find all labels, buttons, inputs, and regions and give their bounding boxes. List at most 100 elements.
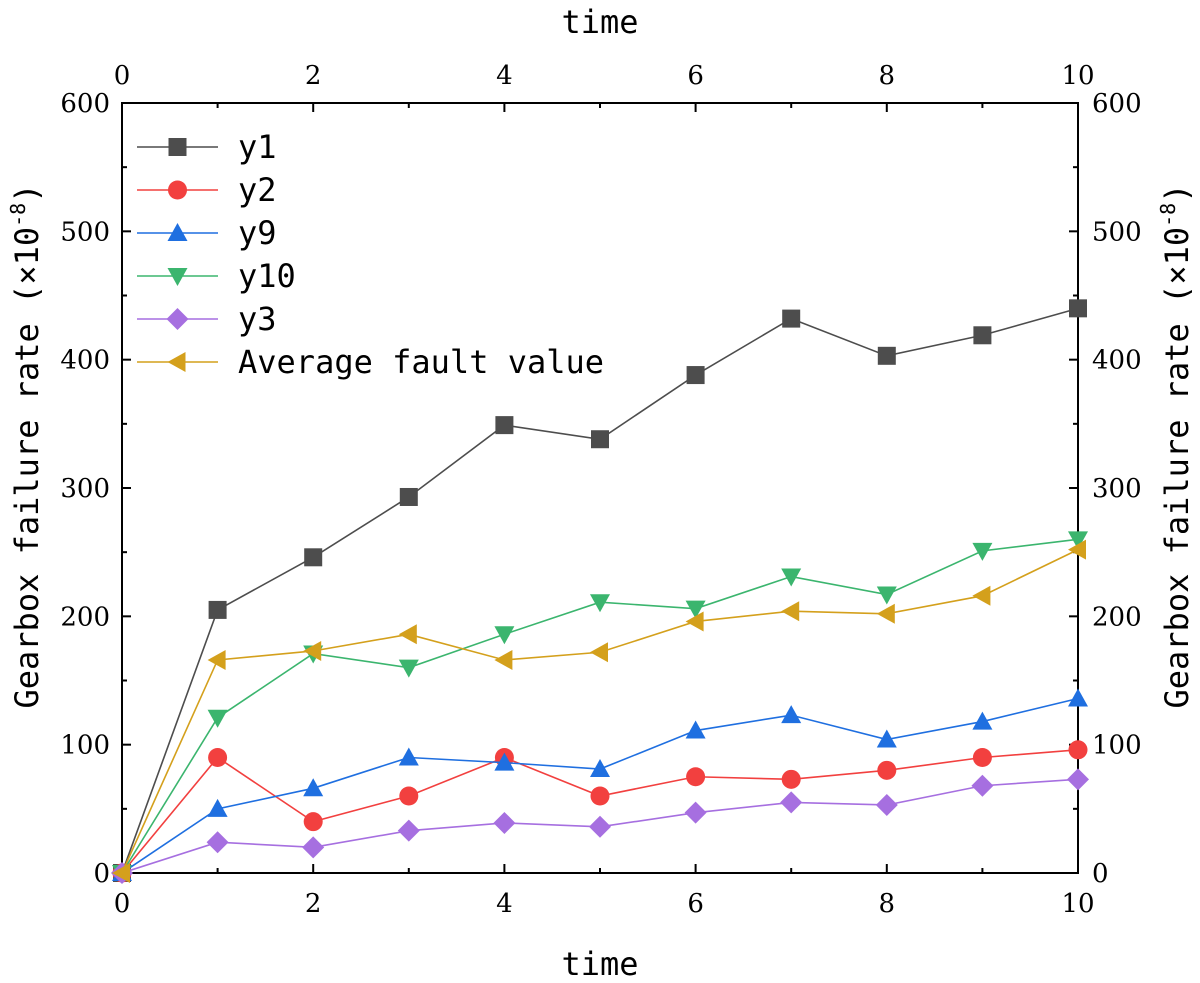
data-point: [685, 720, 706, 739]
data-point: [303, 640, 322, 661]
x-tick-label-bottom: 2: [305, 889, 322, 919]
data-point: [207, 798, 228, 817]
data-point: [685, 611, 704, 632]
data-point: [304, 548, 323, 567]
data-point: [1068, 740, 1088, 760]
data-point: [206, 831, 229, 854]
x-tick-label-bottom: 6: [687, 889, 704, 919]
data-point: [208, 600, 227, 619]
series-4: [111, 768, 1089, 884]
data-point: [876, 729, 897, 748]
data-point: [398, 659, 419, 678]
legend-label: Average fault value: [238, 343, 604, 381]
x-tick-label-top: 10: [1061, 61, 1094, 91]
data-point: [590, 594, 610, 613]
legend-item: y10: [137, 257, 296, 295]
x-tick-label-bottom: 4: [496, 889, 513, 919]
data-point: [686, 767, 706, 787]
y-tick-label-left: 200: [60, 602, 110, 632]
data-point: [972, 711, 993, 730]
x-tick-label-top: 8: [879, 61, 896, 91]
y-tick-label-left: 300: [60, 474, 110, 504]
data-point: [493, 811, 516, 834]
y-axis-title-right: Gearbox failure rate (×10-8): [1156, 184, 1196, 709]
data-point: [303, 812, 323, 832]
y-tick-label-left: 600: [60, 89, 110, 119]
data-point: [207, 709, 228, 728]
y-tick-label-right: 500: [1092, 217, 1142, 247]
series-0: [113, 299, 1087, 882]
data-point: [591, 430, 609, 449]
data-point: [685, 600, 706, 619]
data-point: [397, 819, 420, 842]
data-point: [876, 603, 895, 624]
legend-item: Average fault value: [137, 343, 604, 381]
data-point: [302, 836, 325, 859]
data-point: [1067, 768, 1089, 791]
data-point: [781, 769, 801, 789]
data-point: [303, 778, 324, 797]
data-point: [494, 752, 515, 771]
legend-label: y3: [238, 300, 277, 338]
data-point: [590, 642, 608, 663]
data-point: [875, 793, 898, 816]
data-point: [781, 568, 802, 587]
data-point: [877, 760, 897, 780]
data-point: [781, 601, 800, 622]
data-point: [590, 759, 610, 778]
y-axis-title-left: Gearbox failure rate (×10-8): [6, 184, 46, 709]
data-point: [208, 748, 228, 767]
series-line: [121, 697, 1079, 874]
legend-marker: [167, 352, 186, 372]
data-point: [112, 863, 130, 883]
legend-label: y10: [238, 257, 296, 295]
data-point: [876, 586, 897, 605]
data-point: [686, 366, 705, 385]
legend-item: y2: [137, 171, 277, 209]
series-5: [112, 539, 1086, 883]
legend-marker: [167, 223, 188, 241]
y-tick-label-right: 400: [1092, 346, 1142, 376]
y-tick-label-right: 300: [1092, 474, 1142, 504]
x-tick-label-bottom: 10: [1061, 889, 1094, 919]
y-tick-label-left: 100: [60, 731, 110, 761]
y-axis-title-exponent: -8: [6, 203, 30, 227]
x-axis-title-top: time: [561, 3, 638, 41]
data-point: [207, 649, 226, 670]
y-axis-title-text: Gearbox failure rate (×10: [8, 227, 46, 709]
data-point: [972, 585, 991, 606]
data-point: [494, 649, 513, 670]
legend-item: y1: [137, 128, 277, 166]
x-axis-title-bottom: time: [561, 945, 638, 983]
legend-label: y9: [238, 214, 277, 252]
data-point: [399, 487, 418, 506]
data-point: [399, 786, 419, 806]
series-group: [111, 299, 1089, 884]
data-point: [589, 815, 611, 838]
y-tick-label-left: 0: [93, 859, 110, 889]
y-tick-label-left: 500: [60, 217, 110, 247]
y-tick-label-right: 100: [1092, 731, 1142, 761]
data-point: [1068, 539, 1086, 560]
legend-label: y1: [238, 128, 277, 166]
data-point: [398, 747, 419, 766]
data-point: [494, 626, 515, 645]
x-tick-label-top: 2: [305, 61, 322, 91]
x-tick-label-top: 4: [496, 61, 513, 91]
y-axis-title-text: Gearbox failure rate (×10: [1158, 227, 1196, 709]
legend-marker: [168, 138, 187, 156]
data-point: [684, 801, 707, 824]
data-point: [973, 326, 992, 345]
legend-marker: [168, 180, 187, 200]
data-point: [781, 705, 802, 724]
data-point: [972, 748, 992, 767]
data-point: [1068, 531, 1088, 550]
data-point: [972, 542, 993, 561]
x-tick-label-top: 6: [687, 61, 704, 91]
y-axis-title-close: ): [8, 184, 46, 203]
legend-marker: [167, 268, 188, 286]
legend-marker: [166, 308, 189, 330]
data-point: [780, 791, 803, 814]
